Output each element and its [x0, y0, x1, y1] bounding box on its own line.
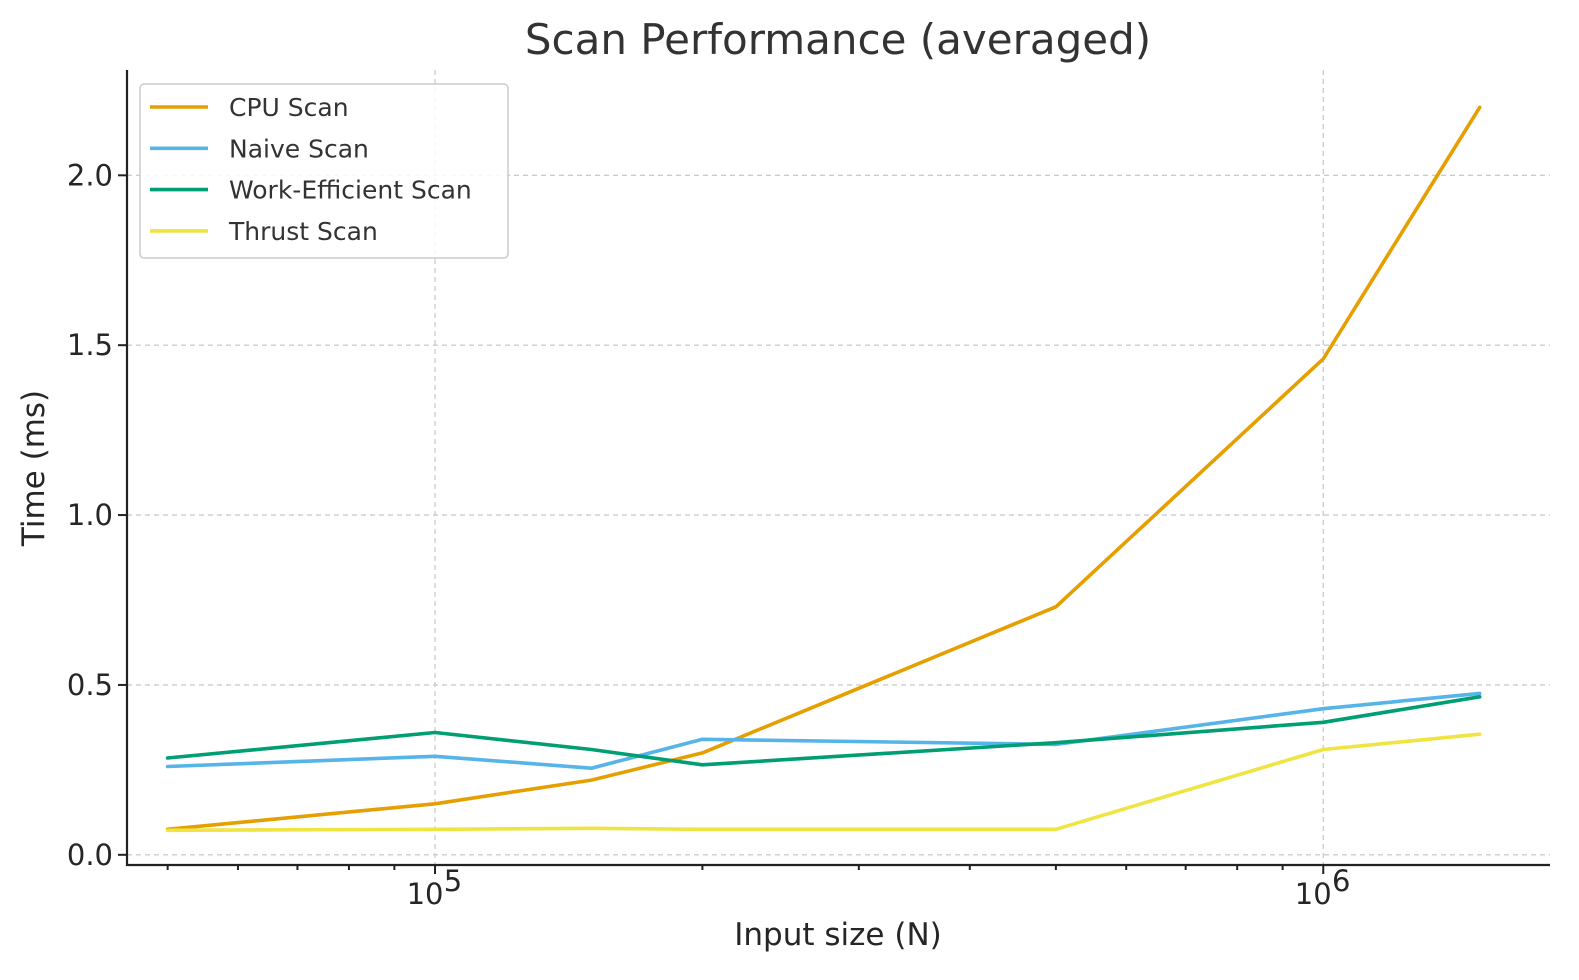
legend-label: Work-Efficient Scan — [229, 176, 472, 205]
x-tick-label: 10 — [1295, 877, 1332, 911]
x-tick-exponent: 6 — [1332, 864, 1350, 898]
y-tick-label: 1.0 — [67, 498, 113, 532]
y-tick-label: 2.0 — [67, 158, 113, 192]
y-tick-label: 0.0 — [67, 838, 113, 872]
x-tick-exponent: 5 — [444, 864, 462, 898]
y-tick-label: 1.5 — [67, 328, 113, 362]
axis-spines — [125, 70, 1550, 867]
legend-box — [139, 83, 509, 259]
chart-title: Scan Performance (averaged) — [525, 15, 1151, 64]
series-lines — [165, 105, 1482, 833]
series-line-naive-scan — [165, 691, 1482, 771]
y-tick-label: 0.5 — [67, 668, 113, 702]
x-axis-label: Input size (N) — [734, 917, 941, 953]
y-axis-label: Time (ms) — [16, 390, 52, 547]
legend-label: Naive Scan — [229, 134, 369, 163]
axes — [125, 70, 1550, 867]
series-line-cpu-scan — [165, 105, 1482, 832]
series-line-work-efficient-scan — [165, 694, 1482, 767]
x-tick-label: 10 — [407, 877, 444, 911]
y-axis-ticks: 0.0 0.5 1.0 1.5 2.0 — [67, 158, 127, 872]
legend-label: Thrust Scan — [228, 217, 378, 246]
legend-label: CPU Scan — [229, 93, 349, 122]
series-line-thrust-scan — [165, 732, 1482, 833]
grid-lines — [127, 70, 1550, 865]
x-axis-ticks: 10 5 10 6 — [166, 864, 1350, 911]
legend: CPU Scan Naive Scan Work-Efficient Scan Thr… — [139, 83, 509, 259]
